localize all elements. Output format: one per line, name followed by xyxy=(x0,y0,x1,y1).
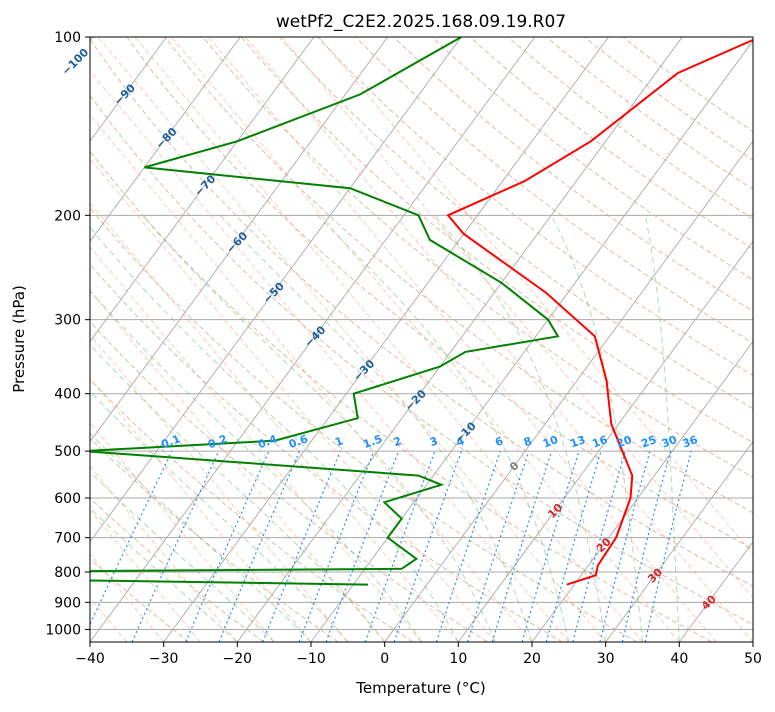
x-tick-label: −20 xyxy=(223,651,253,667)
y-tick-label: 400 xyxy=(54,387,81,403)
chart-title: wetPf2_C2E2.2025.168.09.19.R07 xyxy=(276,12,566,32)
y-tick-label: 1000 xyxy=(45,622,81,638)
x-tick-label: −30 xyxy=(149,651,179,667)
y-tick-label: 200 xyxy=(54,208,81,224)
plot-background xyxy=(90,37,753,642)
y-axis-title: Pressure (hPa) xyxy=(10,285,28,393)
y-tick-label: 100 xyxy=(54,30,81,46)
y-tick-label: 300 xyxy=(54,313,81,329)
y-tick-label: 700 xyxy=(54,531,81,547)
y-tick-label: 800 xyxy=(54,565,81,581)
x-tick-label: 0 xyxy=(380,651,389,667)
x-tick-label: −10 xyxy=(296,651,326,667)
x-axis-title: Temperature (°C) xyxy=(355,679,485,697)
x-tick-label: 40 xyxy=(670,651,688,667)
x-tick-label: 50 xyxy=(744,651,762,667)
x-tick-label: 30 xyxy=(597,651,615,667)
x-tick-label: 10 xyxy=(449,651,467,667)
x-tick-label: 20 xyxy=(523,651,541,667)
y-tick-label: 500 xyxy=(54,444,81,460)
y-tick-label: 600 xyxy=(54,491,81,507)
x-tick-label: −40 xyxy=(75,651,105,667)
y-tick-label: 900 xyxy=(54,595,81,611)
